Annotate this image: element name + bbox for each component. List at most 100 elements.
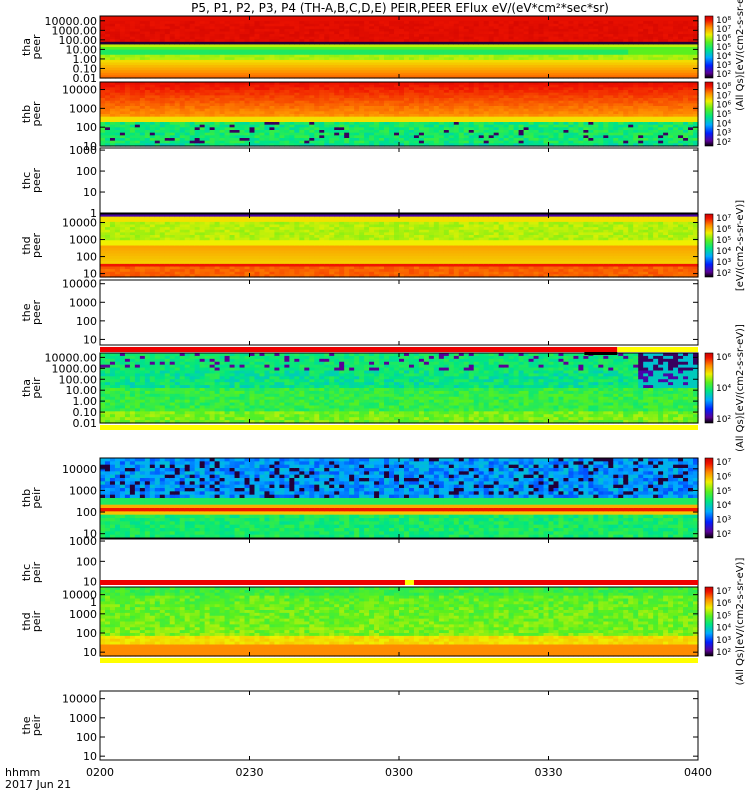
heat-cell xyxy=(488,44,495,48)
heat-cell xyxy=(488,108,495,112)
heat-cell xyxy=(583,26,589,30)
heat-cell xyxy=(319,23,325,27)
heat-cell xyxy=(134,59,141,64)
heat-cell xyxy=(658,67,664,71)
heat-cell xyxy=(144,59,151,64)
heat-cell xyxy=(319,31,325,35)
heat-cell xyxy=(463,138,470,142)
heat-cell xyxy=(264,132,271,136)
heat-cell xyxy=(618,72,624,77)
heat-cell xyxy=(408,41,415,46)
heat-cell xyxy=(443,124,450,128)
heat-cell xyxy=(324,108,330,112)
heat-cell xyxy=(399,111,405,115)
heat-cell xyxy=(244,100,251,104)
heat-cell xyxy=(194,65,201,69)
heat-cell xyxy=(508,130,515,134)
heat-cell xyxy=(478,87,485,91)
heat-cell xyxy=(568,52,575,56)
heat-cell xyxy=(648,75,654,79)
y-tick-label: 10000.00 xyxy=(45,15,98,28)
heat-cell xyxy=(438,21,445,25)
heat-cell xyxy=(448,114,455,118)
heat-cell xyxy=(528,52,535,56)
heat-cell xyxy=(339,92,345,96)
heat-cell xyxy=(344,84,350,88)
heat-cell xyxy=(693,31,699,35)
heat-cell xyxy=(463,87,470,91)
heat-cell xyxy=(339,21,345,25)
heat-cell xyxy=(269,122,276,126)
heat-cell xyxy=(513,122,520,126)
heat-cell xyxy=(349,47,355,51)
heat-cell xyxy=(179,87,186,91)
heat-cell xyxy=(269,108,276,112)
heat-cell xyxy=(100,26,106,30)
heat-cell xyxy=(453,138,460,142)
heat-cell xyxy=(199,111,206,115)
heat-cell xyxy=(349,138,355,142)
heat-cell xyxy=(399,127,405,131)
heat-cell xyxy=(154,59,161,64)
heat-cell xyxy=(438,70,445,74)
heat-cell xyxy=(314,26,320,30)
heat-cell xyxy=(628,70,634,74)
heat-cell xyxy=(448,59,455,64)
heat-cell xyxy=(109,127,116,131)
heat-cell xyxy=(329,26,335,30)
heat-cell xyxy=(438,84,445,88)
heat-cell xyxy=(523,67,530,71)
heat-cell xyxy=(448,21,455,25)
heat-cell xyxy=(423,135,430,139)
heat-cell xyxy=(234,90,241,94)
heat-cell xyxy=(154,140,161,144)
heat-cell xyxy=(488,34,495,38)
heat-cell xyxy=(478,70,485,74)
heat-cell xyxy=(418,98,425,102)
heat-cell xyxy=(468,114,475,118)
heat-cell xyxy=(134,52,141,56)
heat-cell xyxy=(184,140,191,144)
heat-cell xyxy=(149,49,156,53)
heat-cell xyxy=(279,100,285,104)
heat-cell xyxy=(448,92,455,96)
heat-cell xyxy=(468,44,475,48)
heat-cell xyxy=(164,135,171,139)
heat-cell xyxy=(448,49,455,53)
heat-cell xyxy=(683,54,689,58)
heat-cell xyxy=(234,119,241,123)
heat-cell xyxy=(134,111,141,115)
heat-cell xyxy=(688,44,694,48)
heat-cell xyxy=(264,62,271,66)
heat-cell xyxy=(463,122,470,126)
heat-cell xyxy=(184,106,191,110)
heat-cell xyxy=(408,72,415,77)
heat-cell xyxy=(289,98,295,102)
heat-cell xyxy=(284,114,290,118)
heat-cell xyxy=(249,52,256,56)
heat-cell xyxy=(149,135,156,139)
heat-cell xyxy=(284,127,290,131)
heat-cell xyxy=(448,84,455,88)
heat-cell xyxy=(518,47,525,51)
heat-cell xyxy=(498,108,505,112)
heat-cell xyxy=(653,62,659,66)
heat-cell xyxy=(274,138,280,142)
heat-cell xyxy=(259,54,266,58)
heat-cell xyxy=(124,103,131,107)
heat-cell xyxy=(339,47,345,51)
heat-cell xyxy=(144,62,151,66)
heat-cell xyxy=(423,116,430,120)
heat-cell xyxy=(648,57,654,61)
heat-cell xyxy=(139,103,146,107)
heat-cell xyxy=(254,95,261,99)
heat-cell xyxy=(224,67,231,71)
heat-cell xyxy=(199,103,206,107)
heat-cell xyxy=(648,65,654,69)
heat-cell xyxy=(114,47,121,51)
heat-cell xyxy=(688,59,694,64)
heat-cell xyxy=(299,140,305,144)
heat-cell xyxy=(523,103,530,107)
heat-cell xyxy=(643,75,649,79)
heat-cell xyxy=(274,49,280,53)
